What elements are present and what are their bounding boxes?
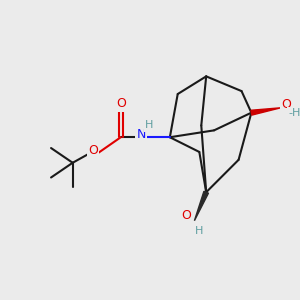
Text: H: H [145,121,153,130]
Text: O: O [116,98,126,110]
Text: -H: -H [288,108,300,118]
Polygon shape [194,191,208,221]
Text: O: O [88,145,98,158]
Text: H: H [195,226,203,236]
Text: O: O [281,98,291,111]
Text: O: O [182,209,191,222]
Polygon shape [251,108,281,115]
Text: N: N [137,128,146,141]
